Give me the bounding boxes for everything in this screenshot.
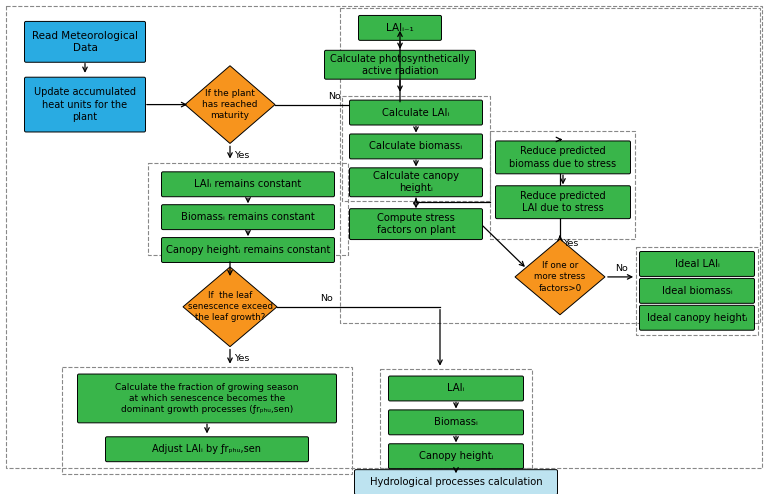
Text: Calculate LAIᵢ: Calculate LAIᵢ [382,108,449,118]
Text: Canopy heightᵢ: Canopy heightᵢ [419,451,493,461]
FancyBboxPatch shape [349,168,482,197]
FancyBboxPatch shape [349,134,482,159]
FancyBboxPatch shape [78,374,336,423]
Bar [490,131,635,239]
FancyBboxPatch shape [325,50,475,79]
Text: Reduce predicted
LAI due to stress: Reduce predicted LAI due to stress [520,191,606,213]
Bar [380,369,532,468]
FancyBboxPatch shape [359,15,442,41]
Text: No: No [615,264,627,274]
FancyBboxPatch shape [389,376,524,401]
FancyBboxPatch shape [495,186,631,219]
FancyBboxPatch shape [349,100,482,125]
Text: No: No [328,92,341,101]
Text: Calculate biomassᵢ: Calculate biomassᵢ [369,141,462,152]
FancyBboxPatch shape [105,437,309,462]
Bar [148,164,348,255]
Text: Ideal canopy heightᵢ: Ideal canopy heightᵢ [647,313,747,323]
Text: Hydrological processes calculation: Hydrological processes calculation [369,477,542,487]
FancyBboxPatch shape [640,251,754,277]
Text: If the plant
has reached
maturity: If the plant has reached maturity [202,89,258,120]
FancyBboxPatch shape [161,205,335,230]
Text: Update accumulated
heat units for the
plant: Update accumulated heat units for the pl… [34,87,136,122]
Text: LAIᵢ₋₁: LAIᵢ₋₁ [386,23,414,33]
Text: Biomassᵢ remains constant: Biomassᵢ remains constant [181,212,315,222]
Polygon shape [183,267,277,347]
FancyBboxPatch shape [389,444,524,469]
FancyBboxPatch shape [389,410,524,435]
Text: LAIᵢ: LAIᵢ [447,383,465,394]
Text: Yes: Yes [234,151,250,160]
Text: Calculate photosynthetically
active radiation: Calculate photosynthetically active radi… [330,53,470,76]
Text: Calculate canopy
heightᵢ: Calculate canopy heightᵢ [373,171,459,194]
FancyBboxPatch shape [161,172,335,197]
Text: Compute stress
factors on plant: Compute stress factors on plant [376,213,455,235]
Text: Biomassᵢ: Biomassᵢ [434,417,478,427]
Text: No: No [320,294,333,303]
Text: Ideal LAIᵢ: Ideal LAIᵢ [674,259,720,269]
Text: LAIᵢ remains constant: LAIᵢ remains constant [194,179,302,189]
Bar [636,247,758,335]
Text: Yes: Yes [563,239,578,247]
FancyBboxPatch shape [161,238,335,262]
Text: Read Meteorological
Data: Read Meteorological Data [32,31,138,53]
Text: If  the leaf
senescence exceed
the leaf growth?: If the leaf senescence exceed the leaf g… [187,291,273,323]
Text: Reduce predicted
biomass due to stress: Reduce predicted biomass due to stress [509,146,617,168]
FancyBboxPatch shape [640,279,754,303]
Text: Yes: Yes [234,354,250,363]
FancyBboxPatch shape [349,208,482,240]
FancyBboxPatch shape [495,141,631,174]
Bar [340,8,760,323]
Text: If one or
more stress
factors>0: If one or more stress factors>0 [535,261,586,292]
Polygon shape [185,66,275,143]
Polygon shape [515,239,605,315]
FancyBboxPatch shape [25,21,145,62]
Text: Calculate the fraction of growing season
at which senescence becomes the
dominan: Calculate the fraction of growing season… [115,383,299,414]
FancyBboxPatch shape [355,470,558,494]
Text: Ideal biomassᵢ: Ideal biomassᵢ [661,286,733,296]
FancyBboxPatch shape [640,305,754,330]
Text: Adjust LAIᵢ by ƒrₚₕᵤ,sen: Adjust LAIᵢ by ƒrₚₕᵤ,sen [153,444,261,454]
FancyBboxPatch shape [25,77,145,132]
Text: Canopy heightᵢ remains constant: Canopy heightᵢ remains constant [166,245,330,255]
Bar [62,367,352,474]
Bar [342,96,490,201]
